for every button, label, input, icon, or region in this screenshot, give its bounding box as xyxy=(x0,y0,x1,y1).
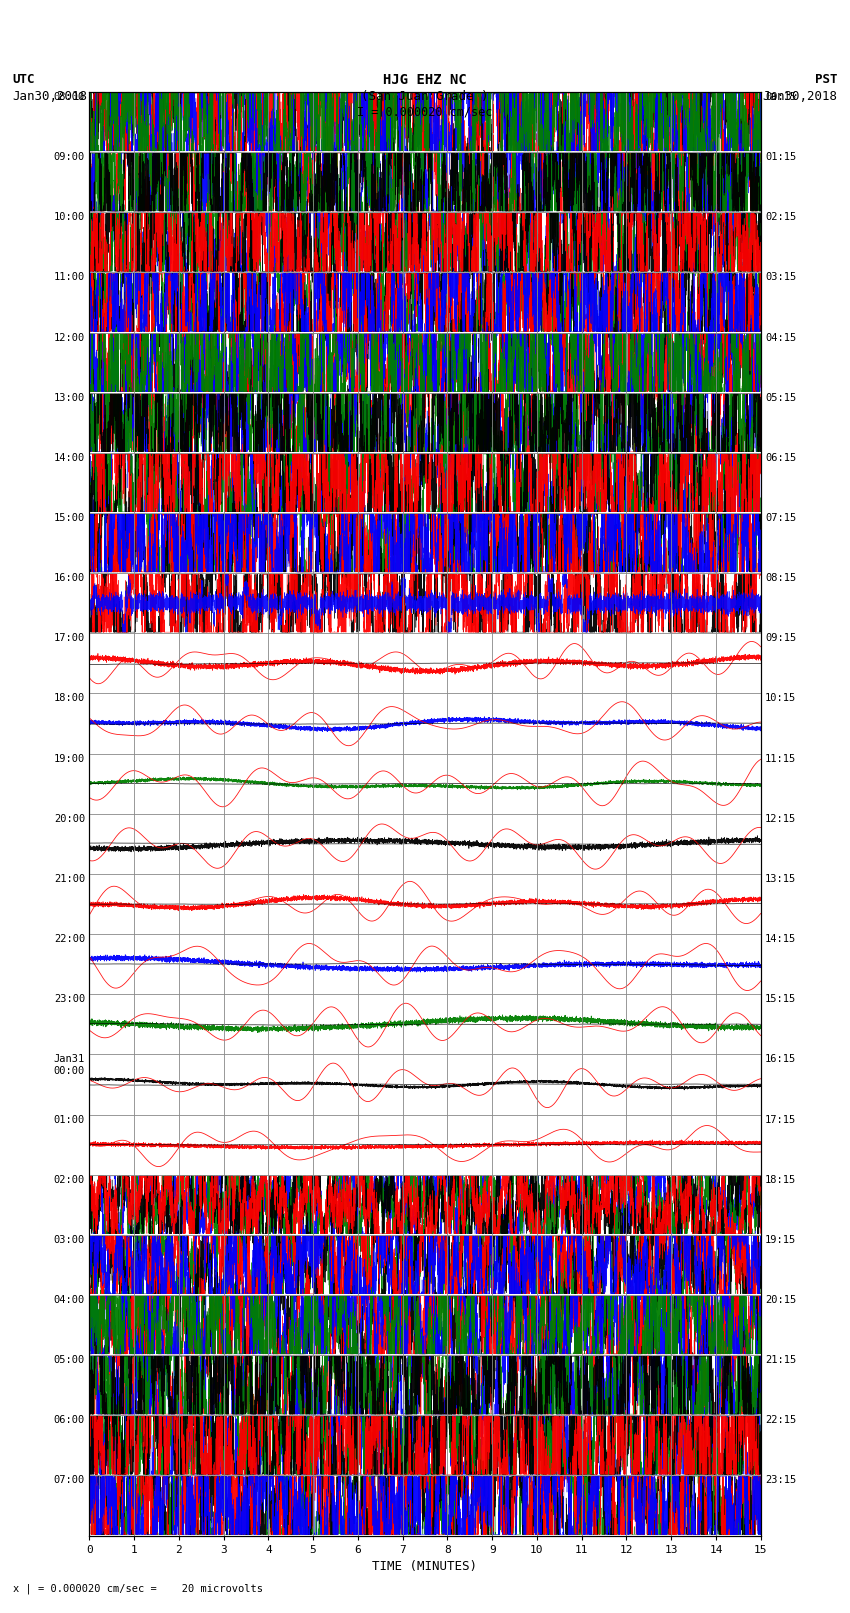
Text: x | = 0.000020 cm/sec =    20 microvolts: x | = 0.000020 cm/sec = 20 microvolts xyxy=(13,1582,263,1594)
Text: PST: PST xyxy=(815,73,837,87)
Text: (San Juan Grade ): (San Juan Grade ) xyxy=(361,90,489,103)
Text: Jan30,2018: Jan30,2018 xyxy=(762,90,837,103)
Text: HJG EHZ NC: HJG EHZ NC xyxy=(383,73,467,87)
Text: UTC: UTC xyxy=(13,73,35,87)
X-axis label: TIME (MINUTES): TIME (MINUTES) xyxy=(372,1560,478,1573)
Text: I = 0.000020 cm/sec: I = 0.000020 cm/sec xyxy=(357,106,493,119)
Text: Jan30,2018: Jan30,2018 xyxy=(13,90,88,103)
